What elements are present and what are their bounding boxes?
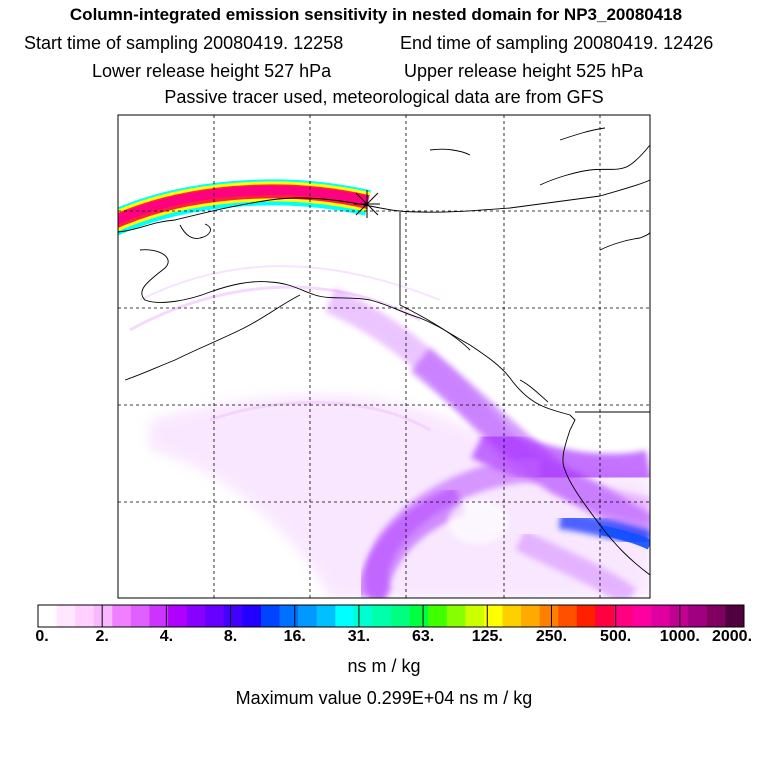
arctic-sensitivity-band — [118, 179, 371, 236]
colorbar-swatch — [576, 605, 596, 627]
lower-release-height-label: Lower release height 527 hPa — [92, 61, 332, 81]
colorbar-tick-label: 1000. — [659, 628, 700, 645]
colorbar-swatch — [725, 605, 745, 627]
colorbar-swatch — [75, 605, 95, 627]
colorbar-swatch — [688, 605, 708, 627]
colorbar-swatch — [353, 605, 373, 627]
colorbar-swatch — [632, 605, 652, 627]
colorbar-tick-label: 250. — [535, 628, 568, 645]
colorbar-swatch — [539, 605, 559, 627]
colorbar-swatch — [651, 605, 670, 627]
start-time-label: Start time of sampling 20080419. 12258 — [24, 33, 344, 53]
colorbar-swatch — [428, 605, 448, 627]
colorbar-swatch — [446, 605, 466, 627]
colorbar-tick-label: 8. — [223, 628, 238, 645]
colorbar-swatch — [391, 605, 410, 627]
colorbar-swatch — [669, 605, 689, 627]
upper-release-height-label: Upper release height 525 hPa — [404, 61, 644, 81]
colorbar-swatch — [298, 605, 317, 627]
colorbar-swatch — [335, 605, 355, 627]
colorbar-swatch — [409, 605, 429, 627]
colorbar-swatch — [372, 605, 392, 627]
colorbar-tick-label: 2. — [95, 628, 109, 645]
colorbar-swatch — [595, 605, 615, 627]
colorbar-tick-label: 2000. — [711, 628, 753, 645]
lat-lon-grid — [118, 115, 650, 598]
colorbar-swatch — [465, 605, 485, 627]
colorbar-swatch — [168, 605, 187, 627]
colorbar-tick-label: 0. — [35, 628, 49, 645]
colorbar-swatch — [130, 605, 150, 627]
colorbar-swatch — [205, 605, 225, 627]
colorbar-swatch — [149, 605, 169, 627]
coastlines — [118, 127, 650, 576]
colorbar-tick-label: 63. — [411, 628, 435, 645]
colorbar-tick-label: 4. — [159, 628, 174, 645]
release-point-marker — [354, 190, 380, 218]
colorbar-tick-label: 125. — [471, 628, 503, 645]
colorbar-swatch — [223, 605, 243, 627]
colorbar-swatch — [613, 605, 633, 627]
colorbar-swatch — [558, 605, 578, 627]
colorbar-swatch — [38, 605, 57, 627]
colorbar-swatch — [279, 605, 299, 627]
colorbar-tick-label: 500. — [600, 628, 632, 645]
colorbar-swatch — [316, 605, 336, 627]
colorbar-swatch — [483, 605, 503, 627]
colorbar-swatch — [112, 605, 132, 627]
colorbar-swatch — [242, 605, 262, 627]
maximum-value-label: Maximum value 0.299E+04 ns m / kg — [235, 688, 533, 708]
colorbar-swatch — [521, 605, 540, 627]
end-time-label: End time of sampling 20080419. 12426 — [400, 33, 714, 53]
colorbar-tick-label: 16. — [283, 628, 306, 645]
tracer-info-label: Passive tracer used, meteorological data… — [164, 87, 604, 107]
colorbar-swatch — [186, 605, 206, 627]
colorbar-swatch — [706, 605, 726, 627]
colorbar — [37, 604, 745, 628]
colorbar-swatch — [56, 605, 76, 627]
colorbar-swatch — [93, 605, 113, 627]
colorbar-tick-label: 31. — [347, 628, 371, 645]
colorbar-swatch — [260, 605, 280, 627]
map-title: Column-integrated emission sensitivity i… — [69, 5, 683, 24]
colorbar-swatch — [502, 605, 522, 627]
sensitivity-field — [118, 115, 650, 598]
map-frame — [117, 114, 651, 599]
colorbar-units-label: ns m / kg — [347, 656, 421, 676]
